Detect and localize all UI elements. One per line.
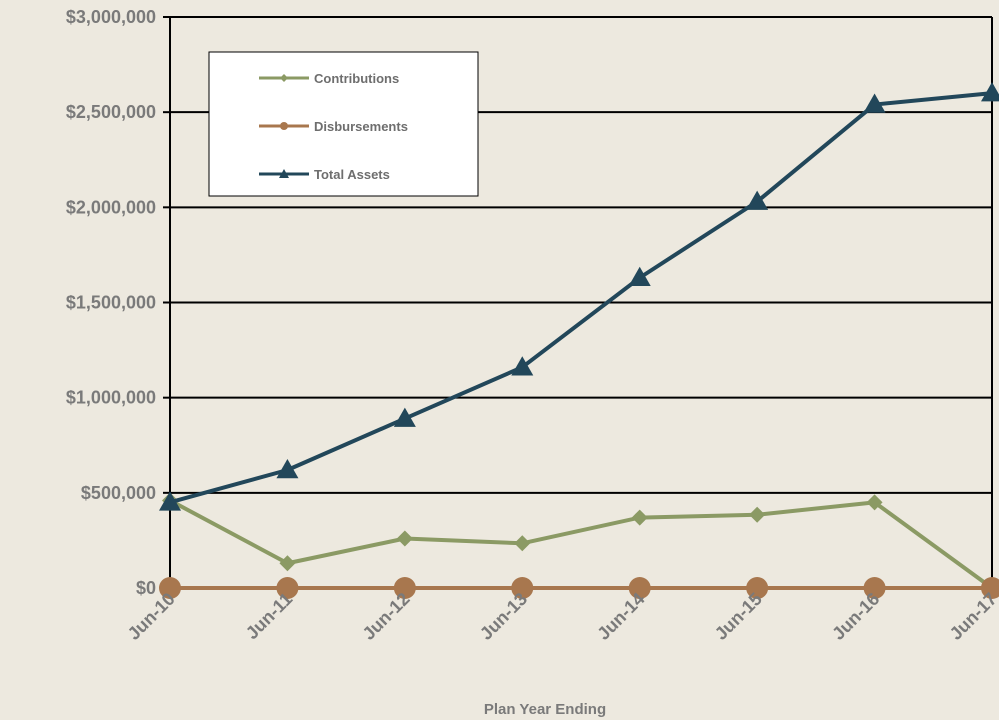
disbursements-point <box>981 577 999 599</box>
legend-box <box>208 51 479 197</box>
x-tick-label: Jun-14 <box>593 589 648 644</box>
series-group <box>159 82 999 599</box>
total-assets-point <box>393 407 416 427</box>
series-disbursements <box>159 577 999 599</box>
legend: Contributions Disbursements Total Assets <box>208 51 479 197</box>
x-tick-label: Jun-12 <box>359 589 414 644</box>
contributions-point <box>866 494 883 511</box>
total-assets-point <box>628 266 651 287</box>
disbursements-point <box>863 577 886 599</box>
disbursements-point <box>628 577 651 599</box>
total-assets-point <box>276 458 299 479</box>
legend-label: Total Assets <box>314 167 390 182</box>
x-tick-label: Jun-13 <box>476 589 531 644</box>
contributions-point <box>514 535 531 552</box>
total-assets-point <box>746 190 769 210</box>
y-tick-label: $2,000,000 <box>66 197 156 217</box>
legend-item-disbursements: Disbursements <box>259 119 408 134</box>
contributions-point <box>631 509 648 526</box>
disbursements-point <box>276 577 299 599</box>
series-total-assets <box>159 82 999 511</box>
disbursements-point <box>511 577 534 599</box>
total-assets-point <box>981 82 999 102</box>
y-tick-label: $500,000 <box>81 483 156 503</box>
x-axis-label: Plan Year Ending <box>484 701 606 718</box>
y-axis-ticks: $0 $500,000 $1,000,000 $1,500,000 $2,000,000… <box>66 7 156 598</box>
legend-item-total-assets: Total Assets <box>259 167 390 182</box>
x-axis-ticks: Jun-10 Jun-11 Jun-12 Jun-13 Jun-14 Jun-15 Jun-… <box>124 589 999 644</box>
y-tick-label: $1,000,000 <box>66 388 156 408</box>
total-assets-point <box>511 356 534 376</box>
contributions-line <box>169 498 994 590</box>
x-tick-label: Jun-15 <box>711 589 766 644</box>
x-tick-label: Jun-16 <box>828 589 883 644</box>
y-tick-label: $2,500,000 <box>66 102 156 122</box>
disbursements-point <box>159 577 181 599</box>
legend-item-contributions: Contributions <box>259 71 399 86</box>
legend-marker <box>280 122 288 130</box>
contributions-point <box>279 555 296 572</box>
total-assets-point <box>863 93 886 113</box>
y-tick-label: $3,000,000 <box>66 7 156 27</box>
legend-marker <box>279 169 289 178</box>
legend-label: Disbursements <box>314 119 408 134</box>
total-assets-point <box>159 491 181 511</box>
legend-label: Contributions <box>314 71 399 86</box>
y-tick-label: $1,500,000 <box>66 293 156 313</box>
disbursements-point <box>393 577 416 599</box>
x-tick-label: Jun-17 <box>946 589 999 644</box>
y-tick-label: $0 <box>136 578 156 598</box>
total-assets-line <box>169 91 993 505</box>
disbursements-point <box>746 577 769 599</box>
contributions-point <box>396 530 413 547</box>
contributions-point <box>749 506 766 523</box>
legend-marker <box>280 74 288 82</box>
x-tick-label: Jun-11 <box>242 589 296 643</box>
